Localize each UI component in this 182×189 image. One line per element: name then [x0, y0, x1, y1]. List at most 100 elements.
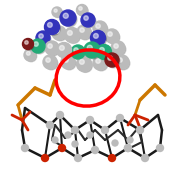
Circle shape	[48, 44, 52, 48]
Circle shape	[102, 126, 108, 133]
Circle shape	[83, 15, 96, 28]
Circle shape	[96, 59, 100, 63]
Circle shape	[114, 44, 118, 48]
Circle shape	[24, 40, 34, 50]
Circle shape	[124, 145, 132, 152]
Circle shape	[52, 137, 58, 143]
Circle shape	[43, 55, 57, 69]
Circle shape	[58, 145, 66, 152]
Circle shape	[107, 55, 120, 68]
Circle shape	[136, 126, 143, 133]
Circle shape	[60, 46, 64, 50]
Circle shape	[72, 141, 78, 147]
Circle shape	[100, 47, 104, 52]
Circle shape	[127, 137, 133, 143]
Circle shape	[90, 30, 106, 46]
Circle shape	[56, 112, 64, 119]
Circle shape	[47, 43, 60, 56]
Circle shape	[95, 23, 108, 36]
Circle shape	[59, 45, 72, 58]
Circle shape	[47, 22, 60, 35]
Circle shape	[60, 10, 76, 26]
Circle shape	[72, 126, 78, 133]
Circle shape	[99, 47, 112, 60]
Circle shape	[56, 43, 72, 57]
Circle shape	[79, 27, 92, 40]
Circle shape	[24, 49, 36, 61]
Circle shape	[67, 30, 80, 43]
Circle shape	[96, 44, 112, 60]
Circle shape	[48, 22, 52, 27]
Circle shape	[41, 154, 48, 161]
Circle shape	[63, 57, 76, 70]
Circle shape	[86, 44, 101, 59]
Circle shape	[45, 41, 59, 55]
Circle shape	[84, 42, 100, 58]
Circle shape	[108, 154, 116, 161]
Circle shape	[117, 57, 130, 70]
Circle shape	[65, 132, 71, 138]
Circle shape	[52, 26, 66, 40]
Circle shape	[39, 34, 43, 38]
Circle shape	[61, 55, 75, 69]
Circle shape	[84, 16, 88, 20]
Circle shape	[45, 19, 60, 35]
Circle shape	[108, 56, 112, 60]
Circle shape	[74, 154, 82, 161]
Circle shape	[108, 32, 112, 36]
Circle shape	[64, 58, 68, 62]
Circle shape	[79, 59, 92, 72]
Circle shape	[76, 5, 88, 15]
Circle shape	[79, 7, 82, 10]
Circle shape	[78, 6, 88, 16]
Circle shape	[105, 29, 119, 43]
Circle shape	[55, 29, 59, 33]
Circle shape	[33, 41, 46, 54]
Circle shape	[73, 47, 86, 60]
Circle shape	[38, 33, 51, 46]
Circle shape	[68, 30, 72, 35]
Circle shape	[86, 116, 94, 123]
Circle shape	[87, 45, 92, 50]
Circle shape	[54, 9, 57, 12]
Circle shape	[53, 8, 63, 18]
Circle shape	[113, 43, 126, 56]
Circle shape	[76, 57, 92, 71]
Circle shape	[74, 48, 78, 52]
Circle shape	[141, 154, 149, 161]
Circle shape	[45, 57, 58, 70]
Circle shape	[81, 13, 95, 27]
Circle shape	[157, 145, 163, 152]
Circle shape	[107, 31, 120, 44]
Circle shape	[118, 58, 122, 62]
Circle shape	[93, 33, 106, 46]
Circle shape	[95, 58, 108, 71]
Circle shape	[36, 31, 50, 45]
Circle shape	[93, 21, 107, 35]
Circle shape	[21, 145, 29, 152]
Circle shape	[124, 145, 132, 152]
Circle shape	[52, 7, 62, 17]
Circle shape	[94, 33, 98, 38]
Circle shape	[71, 45, 85, 59]
Circle shape	[116, 115, 124, 122]
Circle shape	[63, 13, 68, 18]
Circle shape	[96, 24, 100, 28]
Circle shape	[92, 146, 98, 153]
Circle shape	[87, 132, 93, 138]
Circle shape	[31, 39, 45, 53]
Circle shape	[46, 122, 54, 129]
Circle shape	[111, 41, 125, 55]
Circle shape	[80, 28, 84, 32]
Circle shape	[112, 140, 118, 146]
Circle shape	[80, 60, 84, 64]
Circle shape	[105, 53, 119, 67]
Circle shape	[34, 42, 38, 46]
Circle shape	[26, 51, 37, 62]
Circle shape	[23, 39, 33, 50]
Circle shape	[62, 12, 77, 27]
Circle shape	[77, 25, 91, 39]
Circle shape	[46, 58, 50, 62]
Circle shape	[93, 56, 107, 70]
Circle shape	[115, 55, 129, 69]
